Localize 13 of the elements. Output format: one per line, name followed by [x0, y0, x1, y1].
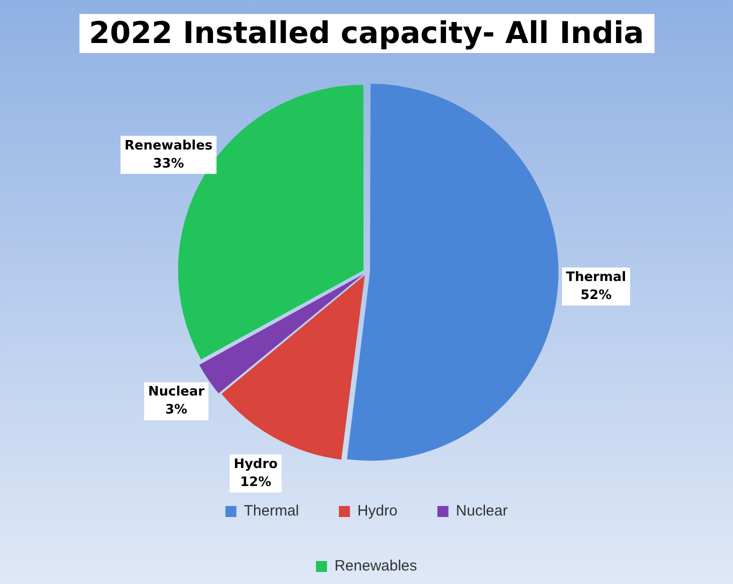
slice-label: Hydro: [234, 456, 278, 472]
slice-label: Nuclear: [148, 384, 205, 400]
legend-label: Nuclear: [456, 502, 508, 520]
data-label: 33%: [152, 156, 184, 172]
legend-label: Renewables: [334, 558, 418, 575]
data-label: 52%: [580, 288, 612, 303]
chart-title: 2022 Installed capacity- All India: [78, 14, 654, 53]
slice-label: Thermal: [566, 270, 626, 285]
legend-label: Hydro: [357, 502, 398, 520]
data-label: 12%: [240, 474, 272, 490]
legend-label: Thermal: [244, 502, 299, 520]
slice-label: Renewables: [124, 138, 213, 154]
data-label: 3%: [165, 402, 188, 418]
